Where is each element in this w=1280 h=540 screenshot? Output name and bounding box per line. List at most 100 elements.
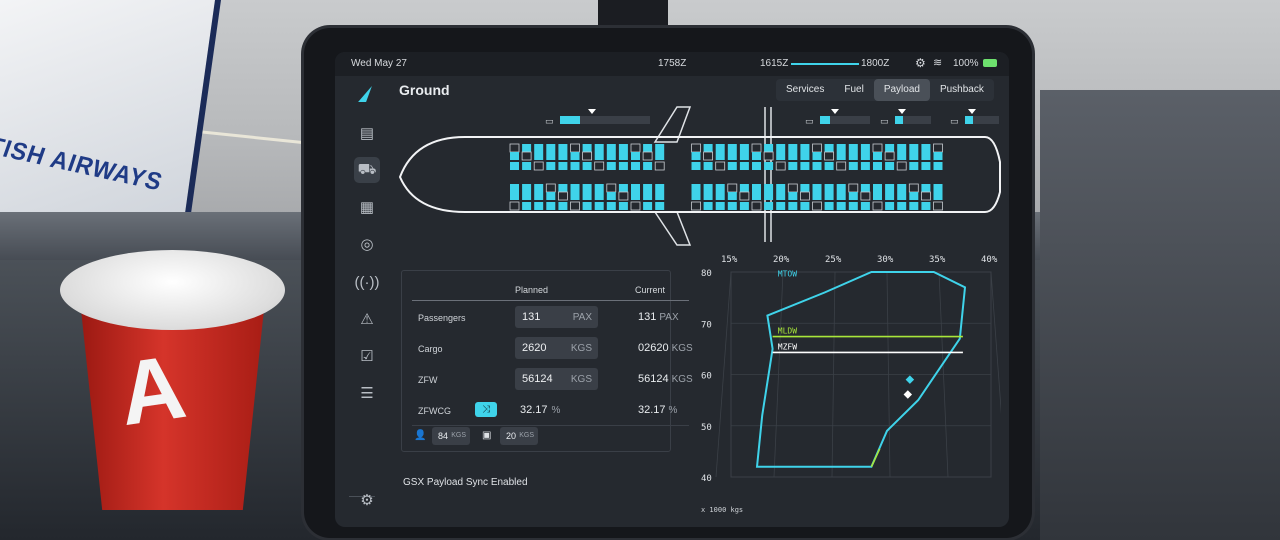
seat [751,143,762,153]
randomize-cg-button[interactable]: ⤨ [475,402,497,417]
cargo-hold-indicators: ▭ ▭ ▭ ▭ [545,109,999,127]
seat [824,192,834,200]
zfw-current-value: 56124 [638,373,669,385]
cg-envelope-chart: 15% 20% 25% 30% 35% 40% 80 70 60 50 40 MTOW MLDW MZF… [701,255,1001,514]
seat [570,201,580,211]
seat [618,162,628,170]
cargo-fwd-marker [588,109,596,114]
truck-icon[interactable]: ⛟ [354,157,380,183]
limit-label-mldw: MLDW [778,327,797,336]
gsx-sync-status: GSX Payload Sync Enabled [403,477,528,488]
seat [521,151,532,161]
cargo-bulk-track [973,116,999,124]
zfw-planned-value: 56124 [522,373,553,385]
seat [534,184,544,192]
gear-icon[interactable]: ⚙ [360,492,374,509]
grid-line [715,271,732,478]
seat [860,184,870,192]
seat [800,144,810,152]
seat [582,202,592,210]
seat [631,162,640,170]
seat [582,192,592,200]
seat [546,192,556,200]
efb-screen: Wed May 27 1758Z 1615Z 1800Z ⚙ ≋ 100% ▤ … [335,52,1009,527]
seat [618,152,628,160]
seat [703,202,713,210]
passengers-input[interactable]: 131 PAX [515,306,598,328]
seat [606,144,616,152]
cargo-aft2-track [903,116,931,124]
seat [933,152,943,160]
seat [570,152,580,160]
pax-weight-input[interactable]: 84 KGS [432,427,470,445]
seat [873,162,882,170]
seat [727,192,737,200]
seat [836,152,846,160]
tab-services[interactable]: Services [786,84,825,95]
seat [933,192,943,200]
seat [715,152,725,160]
seat [558,152,568,160]
compass-icon[interactable]: ◎ [360,236,374,253]
seat [800,152,810,160]
seat [836,192,846,200]
seat [691,201,701,211]
clipboard-icon[interactable]: ▤ [359,125,375,142]
app-logo-icon [358,86,372,102]
warning-icon[interactable]: ⚠ [360,311,374,328]
seat [691,143,701,153]
settings-gear-icon[interactable]: ⚙ [915,56,926,70]
tab-pushback[interactable]: Pushback [939,84,984,95]
seat [631,152,640,160]
seat [606,162,616,170]
seat [618,202,628,210]
seat [848,183,859,193]
seat [691,152,701,160]
x-tick-label: 20% [773,255,790,265]
seat [739,162,749,170]
tab-payload[interactable]: Payload [873,79,930,101]
seat [655,144,665,152]
seat [921,144,931,152]
cargo-row: Cargo 2620 KGS 02620 KGS [402,337,693,361]
zfw-input[interactable]: 56124 KGS [515,368,598,390]
seat [570,143,580,153]
calculator-icon[interactable]: ▦ [359,199,375,216]
seat [534,152,544,160]
seat [558,162,568,170]
antenna-icon[interactable]: ((·)) [354,273,380,291]
seat [727,152,737,160]
seat [534,202,544,210]
svg-text:▭: ▭ [880,117,889,127]
seat [594,202,604,210]
y-tick-label: 50 [701,423,712,433]
seat [921,184,931,192]
seat [873,192,882,200]
bag-weight-input[interactable]: 20 KGS [500,427,538,445]
wifi-icon: ≋ [933,57,943,69]
seat [873,152,882,160]
timeline-start: 1615Z [760,58,789,69]
checklist-icon[interactable]: ☑ [360,348,374,365]
seat [582,184,592,192]
seat [787,183,798,193]
tab-fuel[interactable]: Fuel [844,84,864,95]
seat [557,191,568,201]
seat [836,161,847,171]
cg-envelope [755,271,967,468]
svg-text:▭: ▭ [545,117,554,127]
jet-bridge-livery: ITISH AIRWAYS [0,130,167,197]
seat [909,162,919,170]
cargo-fwd-bar [560,116,580,124]
seat [510,192,519,200]
seat [594,184,604,192]
seat [896,161,907,171]
seat [691,192,701,200]
passengers-current-value: 131 [638,311,657,323]
seat [812,201,822,211]
seat [643,202,653,210]
seat [897,192,907,200]
cargo-input[interactable]: 2620 KGS [515,337,598,359]
cargo-bulk-marker [968,109,976,114]
sliders-icon[interactable]: ☰ [360,385,374,402]
